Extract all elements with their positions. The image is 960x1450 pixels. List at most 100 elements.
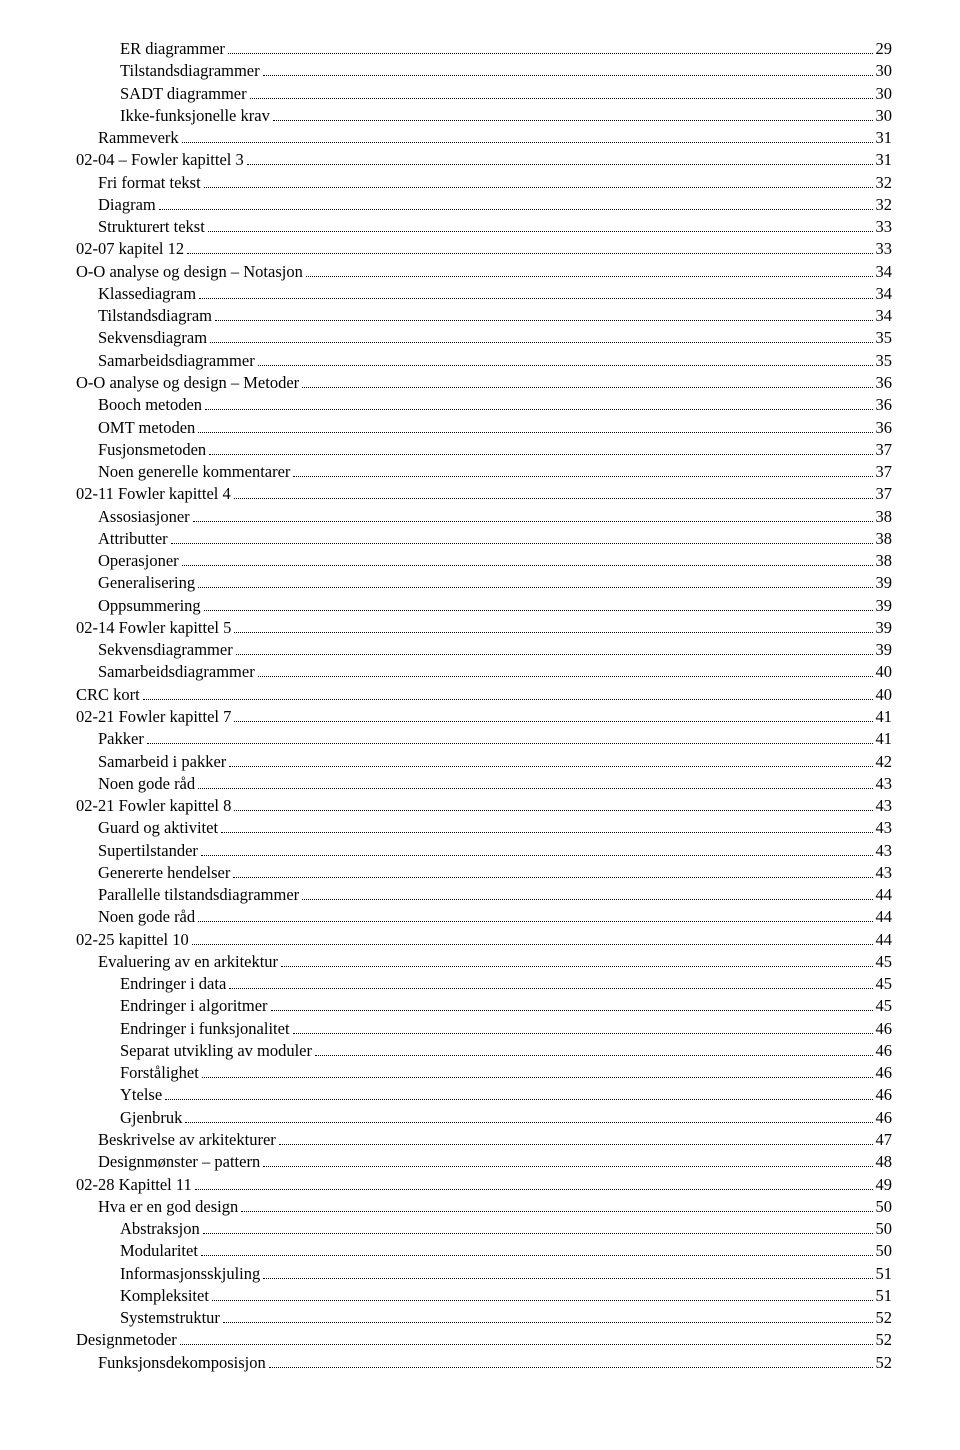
toc-entry: Samarbeidsdiagrammer35	[76, 350, 892, 372]
toc-entry-label: Guard og aktivitet	[98, 817, 218, 839]
toc-entry: Parallelle tilstandsdiagrammer44	[76, 884, 892, 906]
toc-entry-page: 51	[876, 1285, 893, 1307]
toc-entry-page: 52	[876, 1352, 893, 1374]
toc-entry-page: 34	[876, 261, 893, 283]
toc-entry: Kompleksitet51	[76, 1285, 892, 1307]
toc-entry-label: O-O analyse og design – Metoder	[76, 372, 299, 394]
toc-entry-page: 39	[876, 617, 893, 639]
toc-leader-dots	[165, 1089, 872, 1101]
toc-entry: Tilstandsdiagram34	[76, 305, 892, 327]
toc-entry: O-O analyse og design – Notasjon 34	[76, 261, 892, 283]
toc-leader-dots	[195, 1178, 873, 1190]
toc-entry: Sekvensdiagram 35	[76, 327, 892, 349]
toc-entry: Systemstruktur52	[76, 1307, 892, 1329]
toc-entry: Supertilstander43	[76, 840, 892, 862]
toc-entry: CRC kort40	[76, 684, 892, 706]
toc-entry-page: 31	[876, 127, 893, 149]
toc-entry-label: Sekvensdiagram	[98, 327, 207, 349]
toc-entry: Evaluering av en arkitektur45	[76, 951, 892, 973]
toc-leader-dots	[234, 621, 872, 633]
toc-leader-dots	[241, 1200, 872, 1212]
toc-entry-page: 34	[876, 305, 893, 327]
toc-leader-dots	[263, 1267, 872, 1279]
toc-entry-label: Designmønster – pattern	[98, 1151, 260, 1173]
toc-entry-page: 38	[876, 506, 893, 528]
toc-entry: Rammeverk31	[76, 127, 892, 149]
toc-entry-page: 51	[876, 1263, 893, 1285]
toc-entry: SADT diagrammer30	[76, 83, 892, 105]
toc-entry-page: 31	[876, 149, 893, 171]
toc-entry: Fri format tekst32	[76, 172, 892, 194]
table-of-contents: ER diagrammer29Tilstandsdiagrammer30SADT…	[76, 38, 892, 1374]
toc-entry-page: 35	[876, 327, 893, 349]
toc-leader-dots	[203, 1222, 873, 1234]
toc-entry-page: 43	[876, 795, 893, 817]
toc-leader-dots	[147, 733, 873, 745]
toc-entry-label: CRC kort	[76, 684, 140, 706]
toc-leader-dots	[315, 1044, 873, 1056]
toc-leader-dots	[258, 666, 873, 678]
toc-leader-dots	[234, 488, 873, 500]
toc-entry-label: Informasjonsskjuling	[120, 1263, 260, 1285]
toc-entry: Genererte hendelser43	[76, 862, 892, 884]
toc-entry: Ikke-funksjonelle krav30	[76, 105, 892, 127]
toc-leader-dots	[143, 688, 873, 700]
toc-entry: Assosiasjoner38	[76, 506, 892, 528]
toc-entry-label: 02-21 Fowler kapittel 8	[76, 795, 231, 817]
toc-leader-dots	[233, 866, 872, 878]
toc-leader-dots	[193, 510, 873, 522]
toc-entry: Booch metoden36	[76, 394, 892, 416]
toc-entry-label: Gjenbruk	[120, 1107, 182, 1129]
toc-entry: Designmetoder52	[76, 1329, 892, 1351]
toc-entry: 02-25 kapittel 1044	[76, 929, 892, 951]
toc-entry-page: 39	[876, 572, 893, 594]
toc-entry-label: Ytelse	[120, 1084, 162, 1106]
toc-entry: Strukturert tekst33	[76, 216, 892, 238]
toc-entry-label: Modularitet	[120, 1240, 198, 1262]
toc-leader-dots	[182, 131, 873, 143]
toc-leader-dots	[263, 1156, 872, 1168]
toc-entry-label: OMT metoden	[98, 417, 195, 439]
toc-leader-dots	[204, 176, 873, 188]
toc-entry-label: Booch metoden	[98, 394, 202, 416]
toc-entry-page: 45	[876, 973, 893, 995]
toc-entry: Modularitet50	[76, 1240, 892, 1262]
toc-entry-page: 38	[876, 528, 893, 550]
toc-entry: Tilstandsdiagrammer30	[76, 60, 892, 82]
toc-entry-label: Separat utvikling av moduler	[120, 1040, 312, 1062]
toc-entry-page: 41	[876, 728, 893, 750]
toc-entry-label: Endringer i data	[120, 973, 226, 995]
toc-entry: Guard og aktivitet43	[76, 817, 892, 839]
toc-entry-page: 33	[876, 238, 893, 260]
toc-entry: OMT metoden36	[76, 417, 892, 439]
toc-entry-page: 48	[876, 1151, 893, 1173]
toc-entry-page: 43	[876, 840, 893, 862]
toc-entry-page: 45	[876, 951, 893, 973]
toc-entry: ER diagrammer29	[76, 38, 892, 60]
toc-entry-label: Designmetoder	[76, 1329, 177, 1351]
toc-leader-dots	[229, 977, 872, 989]
toc-leader-dots	[198, 577, 872, 589]
toc-entry: Samarbeid i pakker42	[76, 751, 892, 773]
toc-leader-dots	[198, 421, 872, 433]
toc-entry: O-O analyse og design – Metoder36	[76, 372, 892, 394]
toc-entry-label: 02-28 Kapittel 11	[76, 1174, 192, 1196]
toc-entry: 02-21 Fowler kapittel 741	[76, 706, 892, 728]
toc-entry-label: Hva er en god design	[98, 1196, 238, 1218]
toc-entry: Separat utvikling av moduler46	[76, 1040, 892, 1062]
toc-entry-label: Systemstruktur	[120, 1307, 220, 1329]
toc-entry-label: Diagram	[98, 194, 156, 216]
toc-leader-dots	[302, 888, 872, 900]
toc-entry-page: 50	[876, 1218, 893, 1240]
toc-entry-label: Tilstandsdiagrammer	[120, 60, 260, 82]
toc-entry-label: O-O analyse og design – Notasjon	[76, 261, 303, 283]
toc-entry-label: ER diagrammer	[120, 38, 225, 60]
toc-entry: Endringer i algoritmer45	[76, 995, 892, 1017]
toc-leader-dots	[209, 443, 872, 455]
toc-entry: 02-11 Fowler kapittel 437	[76, 483, 892, 505]
toc-entry-page: 30	[876, 105, 893, 127]
toc-leader-dots	[208, 220, 873, 232]
toc-leader-dots	[187, 243, 872, 255]
toc-entry-label: Oppsummering	[98, 595, 201, 617]
toc-entry-page: 32	[876, 172, 893, 194]
